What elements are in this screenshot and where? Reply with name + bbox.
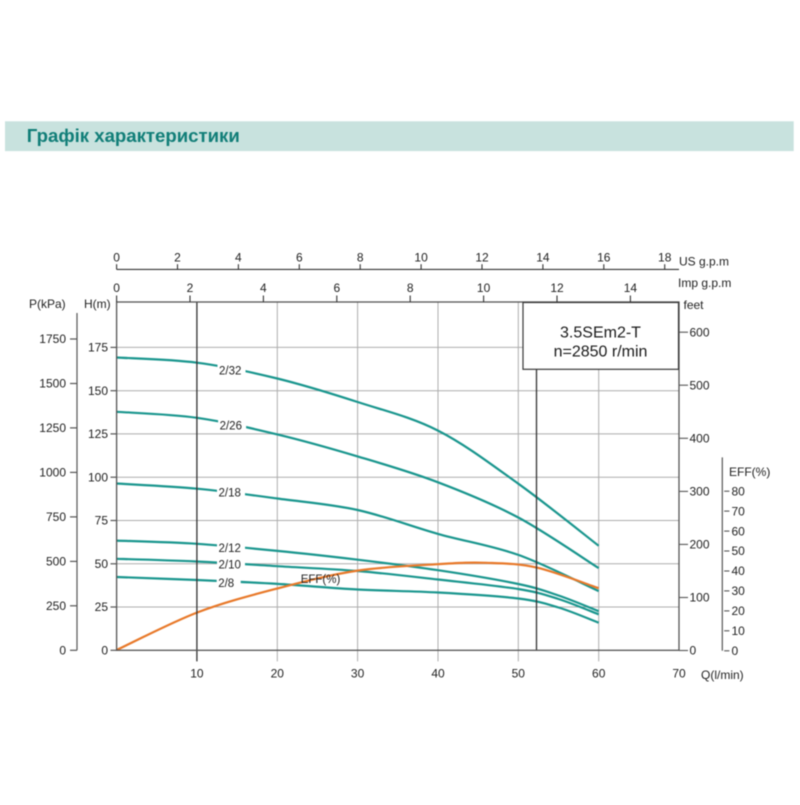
svg-text:2: 2 bbox=[187, 281, 194, 295]
svg-text:16: 16 bbox=[597, 251, 611, 265]
svg-text:2: 2 bbox=[174, 251, 181, 265]
svg-text:18: 18 bbox=[658, 251, 672, 265]
svg-text:4: 4 bbox=[260, 281, 267, 295]
svg-text:50: 50 bbox=[732, 544, 746, 558]
svg-text:250: 250 bbox=[46, 599, 66, 613]
svg-text:70: 70 bbox=[672, 667, 686, 681]
svg-text:8: 8 bbox=[407, 281, 414, 295]
svg-text:100: 100 bbox=[88, 470, 108, 484]
svg-text:0: 0 bbox=[113, 281, 120, 295]
svg-text:12: 12 bbox=[475, 251, 489, 265]
svg-text:2/32: 2/32 bbox=[219, 366, 241, 378]
svg-text:4: 4 bbox=[235, 251, 242, 265]
svg-text:n=2850 r/min: n=2850 r/min bbox=[554, 344, 648, 361]
svg-text:0: 0 bbox=[59, 644, 66, 658]
svg-text:6: 6 bbox=[333, 281, 340, 295]
svg-text:400: 400 bbox=[690, 432, 710, 446]
svg-text:125: 125 bbox=[88, 427, 108, 441]
svg-text:600: 600 bbox=[690, 325, 710, 339]
svg-text:100: 100 bbox=[690, 591, 710, 605]
svg-text:US g.p.m: US g.p.m bbox=[679, 255, 729, 269]
svg-text:0: 0 bbox=[732, 644, 739, 658]
svg-text:0: 0 bbox=[690, 644, 697, 658]
svg-text:10: 10 bbox=[414, 251, 428, 265]
svg-text:175: 175 bbox=[88, 341, 108, 355]
svg-text:1500: 1500 bbox=[39, 377, 66, 391]
svg-text:75: 75 bbox=[95, 514, 109, 528]
svg-text:Imp g.p.m: Imp g.p.m bbox=[678, 276, 731, 290]
svg-text:20: 20 bbox=[732, 604, 746, 618]
svg-text:150: 150 bbox=[88, 384, 108, 398]
svg-text:8: 8 bbox=[357, 251, 364, 265]
svg-text:P(kPa): P(kPa) bbox=[29, 297, 66, 311]
svg-text:750: 750 bbox=[46, 510, 66, 524]
svg-text:10: 10 bbox=[477, 281, 491, 295]
svg-text:10: 10 bbox=[190, 667, 204, 681]
svg-text:1250: 1250 bbox=[39, 421, 66, 435]
svg-text:2/8: 2/8 bbox=[218, 578, 234, 590]
svg-text:10: 10 bbox=[732, 624, 746, 638]
svg-text:500: 500 bbox=[46, 555, 66, 569]
svg-text:H(m): H(m) bbox=[84, 297, 111, 311]
svg-text:12: 12 bbox=[550, 281, 564, 295]
svg-text:14: 14 bbox=[536, 251, 550, 265]
svg-text:40: 40 bbox=[732, 564, 746, 578]
svg-text:80: 80 bbox=[732, 484, 746, 498]
svg-text:30: 30 bbox=[351, 667, 365, 681]
svg-text:2/12: 2/12 bbox=[219, 543, 241, 555]
svg-text:2/18: 2/18 bbox=[219, 488, 241, 500]
svg-text:1750: 1750 bbox=[39, 332, 66, 346]
svg-text:25: 25 bbox=[95, 600, 109, 614]
svg-text:Графік характеристики: Графік характеристики bbox=[27, 125, 240, 146]
svg-text:40: 40 bbox=[431, 667, 445, 681]
svg-text:200: 200 bbox=[690, 538, 710, 552]
svg-text:6: 6 bbox=[296, 251, 303, 265]
svg-text:60: 60 bbox=[592, 667, 606, 681]
svg-text:50: 50 bbox=[512, 667, 526, 681]
svg-text:0: 0 bbox=[101, 644, 108, 658]
svg-text:300: 300 bbox=[690, 485, 710, 499]
svg-text:500: 500 bbox=[690, 378, 710, 392]
svg-text:EFF(%): EFF(%) bbox=[301, 574, 341, 586]
svg-text:EFF(%): EFF(%) bbox=[729, 465, 770, 479]
svg-text:60: 60 bbox=[732, 524, 746, 538]
svg-text:30: 30 bbox=[732, 584, 746, 598]
svg-text:50: 50 bbox=[95, 557, 109, 571]
svg-text:3.5SEm2-T: 3.5SEm2-T bbox=[560, 325, 641, 342]
svg-text:1000: 1000 bbox=[39, 466, 66, 480]
svg-text:70: 70 bbox=[732, 504, 746, 518]
svg-text:2/10: 2/10 bbox=[219, 560, 241, 572]
svg-text:0: 0 bbox=[113, 251, 120, 265]
svg-text:20: 20 bbox=[271, 667, 285, 681]
svg-text:14: 14 bbox=[624, 281, 638, 295]
svg-text:2/26: 2/26 bbox=[220, 421, 242, 433]
svg-text:feet: feet bbox=[684, 298, 705, 312]
svg-text:Q(l/min): Q(l/min) bbox=[701, 668, 744, 682]
